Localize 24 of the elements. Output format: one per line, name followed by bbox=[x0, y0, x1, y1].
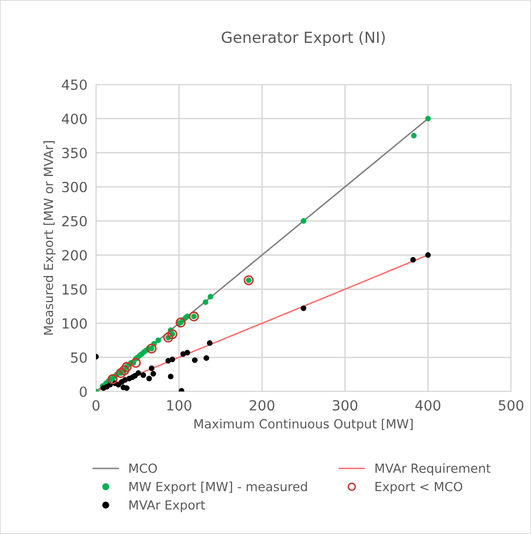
x-tick-label: 400 bbox=[415, 400, 440, 411]
legend-label: MVAr Export bbox=[129, 500, 206, 512]
y-tick-label: 150 bbox=[62, 284, 87, 295]
y-tick-label: 300 bbox=[62, 182, 87, 192]
y-tick-label: 200 bbox=[62, 250, 87, 261]
x-axis-title: Maximum Continuous Output [MW] bbox=[194, 418, 413, 431]
legend-label: Export < MCO bbox=[376, 482, 462, 494]
legend-label: MW Export [MW] - measured bbox=[129, 482, 307, 494]
chart-title: Generator Export (NI) bbox=[222, 31, 385, 46]
y-axis-title: Measured Export [MW or MVAr] bbox=[44, 141, 56, 335]
legend-label: MCO bbox=[129, 464, 157, 473]
y-tick-label: 350 bbox=[62, 148, 87, 158]
x-tick-label: 200 bbox=[250, 400, 274, 411]
legend-label: MVAr Requirement bbox=[376, 463, 491, 476]
y-tick-label: 100 bbox=[62, 318, 87, 329]
x-tick-label: 0 bbox=[92, 400, 100, 411]
x-tick-label: 300 bbox=[332, 400, 358, 411]
y-tick-label: 50 bbox=[71, 352, 87, 363]
y-tick-label: 450 bbox=[62, 79, 87, 90]
y-tick-label: 0 bbox=[80, 386, 87, 397]
x-tick-label: 100 bbox=[167, 400, 192, 411]
y-tick-label: 400 bbox=[62, 114, 87, 124]
y-tick-label: 250 bbox=[62, 216, 87, 226]
x-tick-label: 500 bbox=[498, 400, 524, 411]
